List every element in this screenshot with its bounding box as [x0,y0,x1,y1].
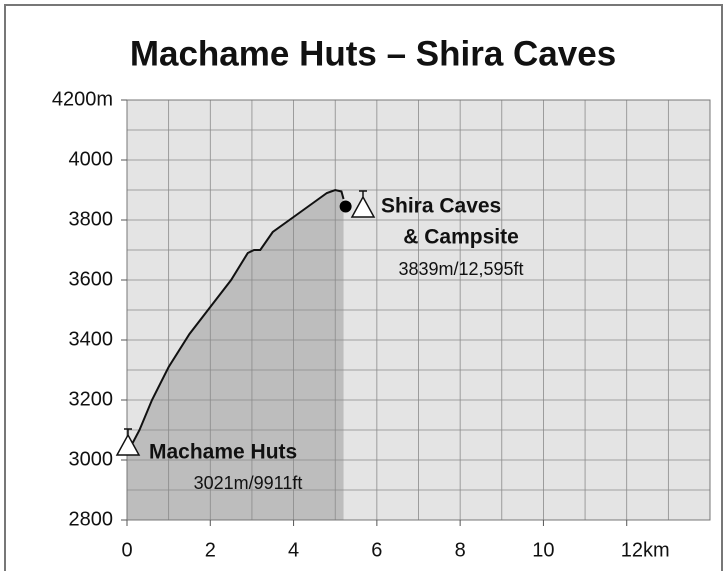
x-tick-label: 0 [121,539,132,561]
y-tick-label: 4200m [52,88,113,110]
area-fill [127,190,344,520]
x-tick-label: 6 [371,539,382,561]
x-tick-label: 10 [532,539,554,561]
annotation: Machame Huts [149,441,297,464]
plot-border [126,99,711,521]
x-tick-label: 12km [621,539,670,561]
annotation: 3021m/9911ft [194,473,303,493]
y-tick-label: 4000 [69,148,114,170]
x-tick-label: 2 [205,539,216,561]
y-tick-label: 3000 [69,448,114,470]
tent-icon [115,428,141,456]
annotation: Shira Caves [381,195,501,218]
y-tick-label: 3400 [69,328,114,350]
chart-title: Machame Huts – Shira Caves [130,34,616,73]
x-tick-label: 4 [288,539,299,561]
annotation: 3839m/12,595ft [398,259,523,279]
profile-line [126,188,345,455]
y-tick-label: 3800 [69,208,114,230]
annotation: & Campsite [403,226,519,249]
y-tick-label: 3200 [69,388,114,410]
frame [4,4,723,571]
y-tick-label: 3600 [69,268,114,290]
camp-marker [339,200,352,213]
tent-icon [350,190,376,218]
y-tick-label: 2800 [69,508,114,530]
x-tick-label: 8 [455,539,466,561]
